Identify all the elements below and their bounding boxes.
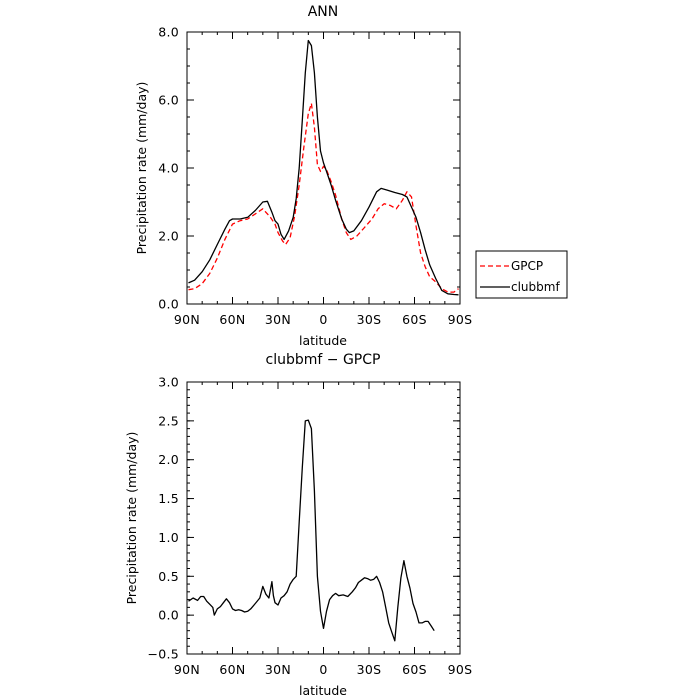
y-axis-label: Precipitation rate (mm/day) bbox=[124, 432, 139, 605]
x-tick-label: 60N bbox=[219, 662, 245, 677]
y-tick-label: 0.5 bbox=[158, 569, 179, 584]
x-tick-label: 90N bbox=[174, 312, 200, 327]
x-tick-label: 90S bbox=[448, 312, 473, 327]
x-tick-label: 30S bbox=[357, 312, 382, 327]
y-tick-label: 0.0 bbox=[158, 297, 179, 312]
y-tick-label: 1.0 bbox=[158, 530, 179, 545]
y-tick-label: 6.0 bbox=[158, 93, 179, 108]
plot-frame bbox=[186, 381, 461, 655]
legend: GPCP clubbmf bbox=[475, 250, 568, 299]
x-tick-label: 60S bbox=[402, 662, 427, 677]
x-axis-label: latitude bbox=[299, 333, 347, 348]
series-line-gpcp bbox=[188, 102, 459, 293]
legend-label-clubbmf: clubbmf bbox=[511, 280, 560, 294]
x-axis-label: latitude bbox=[299, 683, 347, 698]
x-tick-label: 60S bbox=[402, 312, 427, 327]
x-axis: 90N 60N 30N 0 30S 60S 90S bbox=[174, 32, 472, 327]
chart-title: ANN bbox=[308, 4, 339, 20]
x-tick-label: 30S bbox=[357, 662, 382, 677]
x-tick-label: 90N bbox=[174, 662, 200, 677]
y-tick-label: 4.0 bbox=[158, 161, 179, 176]
y-axis-label: Precipitation rate (mm/day) bbox=[134, 82, 149, 255]
series-lines bbox=[188, 39, 459, 296]
y-tick-label: 8.0 bbox=[158, 25, 179, 40]
y-tick-label: 0.0 bbox=[158, 608, 179, 623]
y-tick-label: 3.0 bbox=[158, 375, 179, 390]
y-tick-label: 2.5 bbox=[158, 413, 179, 428]
plot-frame bbox=[186, 31, 461, 305]
y-tick-label: 2.0 bbox=[158, 229, 179, 244]
y-axis: 0.0 2.0 4.0 6.0 8.0 bbox=[158, 25, 460, 312]
y-tick-label: 1.5 bbox=[158, 491, 179, 506]
x-tick-label: 0 bbox=[319, 312, 327, 327]
x-tick-label: 30N bbox=[265, 662, 291, 677]
x-tick-label: 90S bbox=[448, 662, 473, 677]
x-tick-label: 30N bbox=[265, 312, 291, 327]
series-line-difference bbox=[188, 419, 435, 642]
x-tick-label: 60N bbox=[219, 312, 245, 327]
y-tick-label: 2.0 bbox=[158, 452, 179, 467]
series-line-clubbmf bbox=[188, 39, 459, 296]
precipitation-chart: ANN 0.02.04.06.08.0 90N 60N 30N 0 30S 60S 90S … bbox=[134, 4, 568, 348]
difference-chart: clubbmf − GPCP −0.5 0.0 0.5 1.0 1.5 2.0 2.5 3.0… bbox=[124, 352, 472, 698]
y-axis: −0.5 0.0 0.5 1.0 1.5 2.0 2.5 3.0 bbox=[147, 375, 460, 662]
x-tick-label: 0 bbox=[319, 662, 327, 677]
y-tick-label: −0.5 bbox=[147, 647, 179, 662]
legend-label-gpcp: GPCP bbox=[511, 259, 543, 273]
legend-box bbox=[475, 250, 568, 299]
x-axis: 90N 60N 30N 0 30S 60S 90S bbox=[174, 382, 472, 677]
series-lines bbox=[188, 419, 435, 642]
chart-title: clubbmf − GPCP bbox=[266, 352, 381, 368]
